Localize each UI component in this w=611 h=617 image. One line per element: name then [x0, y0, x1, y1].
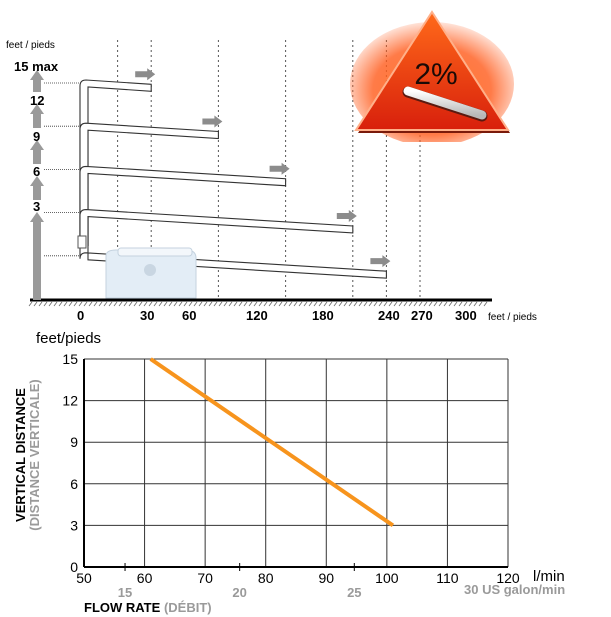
flow-direction-arrows: [135, 68, 391, 268]
pipe-run-3: [79, 246, 387, 279]
x-secondary-tick-label: 20: [232, 585, 246, 600]
flow-rate-chart: 0 3 6 9 12 15 50 60 70 80 90 100 110 120 15 20 25: [62, 351, 520, 600]
x-secondary-tick-label: 25: [347, 585, 361, 600]
pipe-outline: [79, 246, 387, 279]
flow-rate-line: [149, 357, 395, 528]
x-tick-label: 50: [76, 570, 92, 586]
pipe-outline: [79, 122, 219, 246]
ground: [28, 298, 492, 307]
height-label-9: 9: [33, 129, 41, 144]
x-tick-label: 80: [258, 570, 274, 586]
chart-y-unit: feet/pieds: [36, 330, 102, 347]
distance-label-120: 120: [246, 308, 268, 323]
flow-arrow: [336, 209, 357, 222]
chart-x-title-secondary: (DÉBIT): [163, 600, 212, 615]
pipe-run-6: [79, 209, 354, 246]
height-label-6: 6: [33, 164, 41, 179]
distance-label-60: 60: [182, 308, 197, 323]
distance-unit-label: feet / pieds: [488, 312, 537, 323]
y-tick-label: 9: [70, 434, 78, 450]
slope-badge: 2%: [350, 10, 514, 142]
pipe-run-12: [79, 122, 219, 246]
height-label-15: 15 max: [14, 59, 59, 74]
chart-x-title-main: FLOW RATE: [84, 600, 161, 615]
chart-x-title: FLOW RATE (DÉBIT): [84, 600, 212, 615]
x-tick-label: 120: [496, 570, 520, 586]
distance-label-0: 0: [77, 308, 85, 323]
flow-arrow: [269, 162, 290, 175]
height-label-3: 3: [33, 199, 41, 214]
distance-label-30: 30: [140, 308, 155, 323]
distance-label-180: 180: [312, 308, 334, 323]
y-tick-label: 3: [70, 517, 78, 533]
height-label-12: 12: [30, 93, 45, 108]
distance-label-270: 270: [411, 308, 433, 323]
pipe-outline: [79, 79, 152, 246]
pipe-runs: [79, 79, 387, 279]
flow-arrow: [202, 115, 223, 128]
x-tick-labels: 50 60 70 80 90 100 110 120: [76, 570, 520, 586]
chart-x-secondary-unit: 30 US galon/min: [464, 582, 566, 597]
height-arrow-column: [30, 70, 44, 300]
height-marker-lines: [44, 82, 80, 257]
y-tick-label: 6: [70, 476, 78, 492]
pump-unit: [77, 235, 197, 299]
x-tick-label: 60: [137, 570, 153, 586]
y-tick-label: 0: [70, 559, 78, 575]
pipe-outline: [79, 165, 287, 246]
pipe-diagram: [28, 40, 492, 307]
x-tick-label: 70: [197, 570, 213, 586]
flow-arrow: [370, 255, 391, 268]
chart-grid: [83, 358, 509, 571]
slope-text: 2%: [414, 58, 457, 91]
distance-label-240: 240: [378, 308, 400, 323]
pipe-run-9: [79, 165, 287, 246]
x-tick-label: 110: [436, 570, 459, 586]
chart-x-unit: l/min: [533, 568, 565, 585]
x-tick-label: 90: [318, 570, 334, 586]
y-tick-label: 12: [62, 393, 78, 409]
y-tick-labels: 0 3 6 9 12 15: [62, 351, 78, 575]
x-tick-label: 100: [375, 570, 399, 586]
y-tick-label: 15: [62, 351, 78, 367]
pipe-outline: [79, 209, 354, 246]
x-secondary-tick-labels: 15 20 25: [118, 585, 362, 600]
top-unit-label: feet / pieds: [6, 40, 55, 51]
x-secondary-tick-label: 15: [118, 585, 132, 600]
distance-label-300: 300: [455, 308, 477, 323]
pipe-run-15: [79, 79, 152, 246]
chart-series: [149, 357, 395, 528]
flow-arrow: [135, 68, 156, 81]
